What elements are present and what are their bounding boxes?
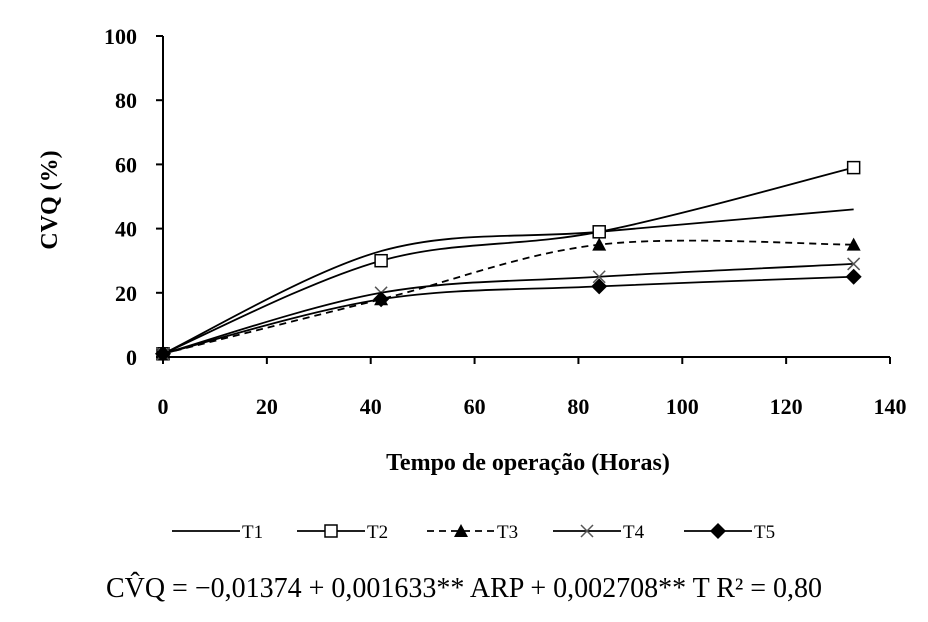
series-t3 [156, 237, 861, 360]
data-point-t5 [591, 278, 608, 295]
y-tick-label: 0 [126, 345, 137, 370]
y-tick-label: 40 [115, 217, 137, 242]
x-tick-label: 0 [158, 394, 169, 419]
data-point-t5 [373, 291, 390, 308]
legend-label-t4: T4 [623, 522, 645, 543]
legend-marker-t2 [324, 524, 338, 538]
legend-item-t2: T2 [297, 522, 388, 543]
data-point-t5 [845, 268, 862, 285]
legend-label-t3: T3 [497, 522, 518, 543]
series-line-t1 [162, 208, 854, 355]
x-tick-label: 120 [770, 394, 803, 419]
y-tick-label: 80 [115, 88, 137, 113]
data-point-t2 [846, 160, 861, 175]
series-line-t2 [162, 166, 854, 355]
regression-equation: CV̂Q = −0,01374 + 0,001633** ARP + 0,002… [105, 573, 823, 604]
legend-label-t2: T2 [367, 522, 388, 543]
series-layer [155, 160, 862, 362]
legend-label-t5: T5 [754, 522, 775, 543]
data-point-t4 [847, 257, 861, 271]
chart-axes: 0 20 40 60 80 100 0 20 40 60 80 100 120 140 [104, 24, 907, 419]
y-axis-title: CVQ (%) [37, 150, 63, 249]
legend-label-t1: T1 [242, 522, 263, 543]
x-tick-label: 40 [360, 394, 382, 419]
legend-marker-t3 [454, 524, 468, 537]
legend-item-t3: T3 [427, 522, 518, 543]
legend-item-t1: T1 [172, 522, 263, 543]
y-tick-label: 20 [115, 281, 137, 306]
series-t5 [155, 268, 862, 362]
series-line-t3 [162, 239, 854, 355]
data-point-t3 [592, 237, 607, 251]
x-tick-label: 80 [567, 394, 589, 419]
data-point-t3 [846, 237, 861, 251]
series-t1 [162, 208, 854, 355]
legend-item-t5: T5 [684, 522, 775, 543]
data-point-t2 [374, 253, 388, 268]
series-line-t4 [162, 263, 854, 355]
chart-svg: 0 20 40 60 80 100 0 20 40 60 80 100 120 140 CVQ (%) T… [37, 24, 907, 543]
data-point-t4 [592, 270, 606, 284]
x-axis-title: Tempo de operação (Horas) [386, 450, 670, 476]
y-tick-label: 100 [104, 24, 137, 49]
legend-item-t4: T4 [553, 522, 645, 543]
legend: T1 T2 T3 T4 T5 [172, 522, 775, 543]
x-tick-label: 60 [464, 394, 486, 419]
data-point-t5 [155, 345, 171, 362]
series-line-t5 [162, 275, 854, 355]
data-point-t2 [592, 225, 606, 239]
series-t4 [156, 257, 861, 361]
legend-marker-t4 [580, 524, 594, 538]
legend-marker-t5 [710, 523, 726, 539]
x-tick-label: 20 [256, 394, 278, 419]
x-tick-label: 100 [666, 394, 699, 419]
series-t2 [156, 160, 861, 361]
x-tick-label: 140 [874, 394, 907, 419]
y-tick-label: 60 [115, 152, 137, 177]
